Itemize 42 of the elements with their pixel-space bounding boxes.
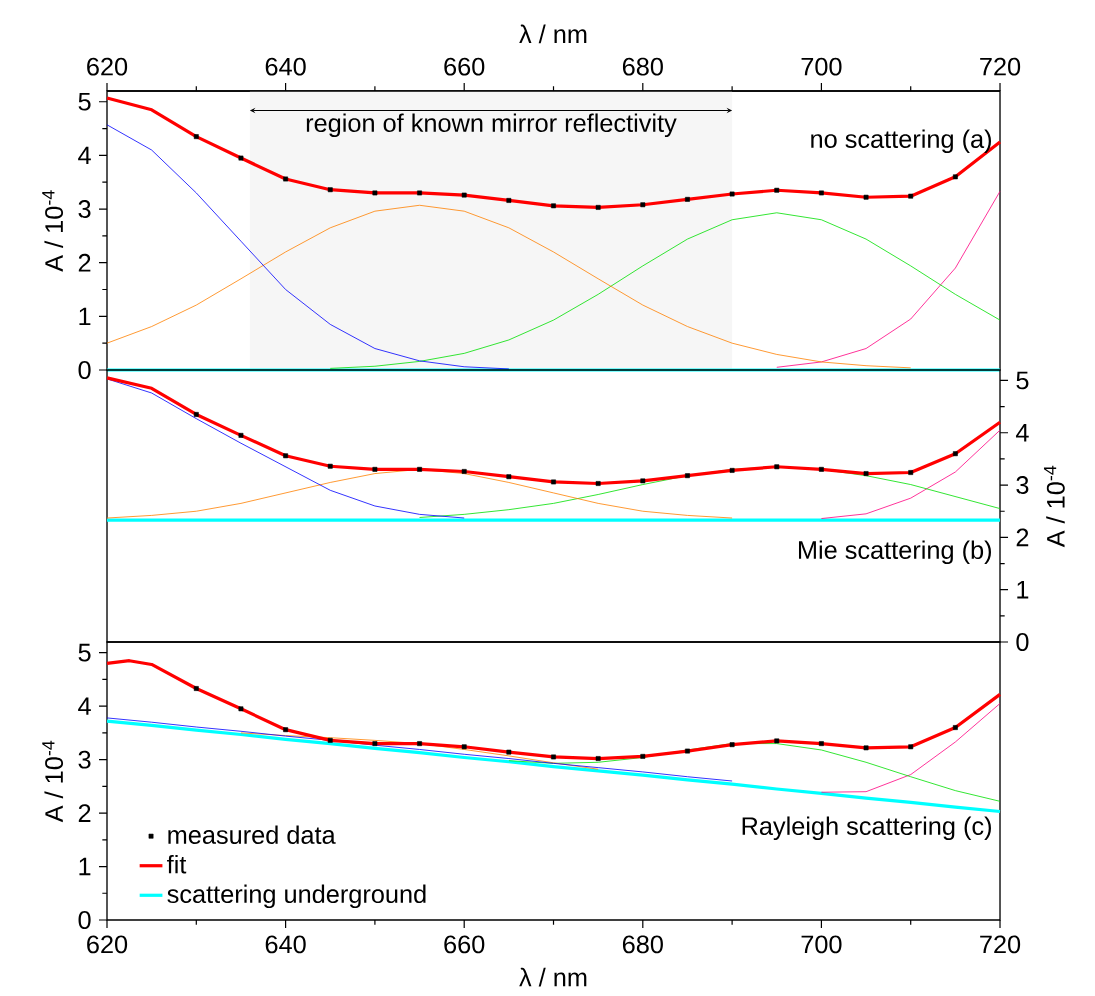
y-tick-label: 4 [1015,424,1029,442]
y-tick-label: 1 [1017,580,1029,599]
x-tick-label: 720 [980,935,1021,954]
x-tick-label: 680 [622,935,663,954]
y-tick-label: 0 [1016,633,1029,651]
x-tick-label: 640 [265,935,306,954]
y-tick-label: 1 [79,307,91,326]
x-tick-label: 700 [801,935,842,954]
band-label: region of known mirror reflectivity [306,113,677,138]
y-tick-label: 3 [1016,476,1029,495]
x2-axis-title: λ / nm [519,24,587,44]
legend-label: measured data [168,825,336,844]
y-tick-label: 5 [78,92,91,111]
y-tick-label: 5 [78,643,91,662]
y-tick-label: 1 [79,857,91,876]
x2-tick-label: 680 [622,57,663,76]
y-tick-label: 0 [78,361,91,379]
x2-tick-label: 640 [265,57,306,76]
legend-label: fit [167,854,187,874]
y-tick-label: 4 [78,697,91,715]
x-tick-label: 660 [444,935,485,954]
y-tick-label: 2 [78,804,91,822]
y-axis-title: A / 10$^{-4}$ [42,190,64,272]
y-tick-label: 5 [1016,371,1029,390]
annotation: no scattering (a) [811,129,991,154]
y-tick-label: 3 [78,200,91,219]
x2-tick-label: 700 [801,57,842,76]
y-axis-title: A / 10$^{-4}$ [1043,465,1065,548]
x-tick-label: 620 [87,935,128,954]
y-tick-label: 2 [1016,528,1029,547]
x2-tick-label: 660 [444,57,485,76]
y-axis-title: A / 10$^{-4}$ [42,740,64,823]
x2-tick-label: 720 [980,57,1021,76]
legend-label: scattering underground [167,884,426,909]
y-tick-label: 4 [78,146,91,165]
annotation: Mie scattering (b) [798,540,991,565]
y-tick-label: 3 [78,750,91,769]
x-axis-title: λ / nm [519,967,587,987]
x2-tick-label: 620 [87,57,128,76]
annotation: Rayleigh scattering (c) [742,816,991,841]
y-tick-label: 2 [78,253,91,272]
y-tick-label: 0 [78,911,91,929]
